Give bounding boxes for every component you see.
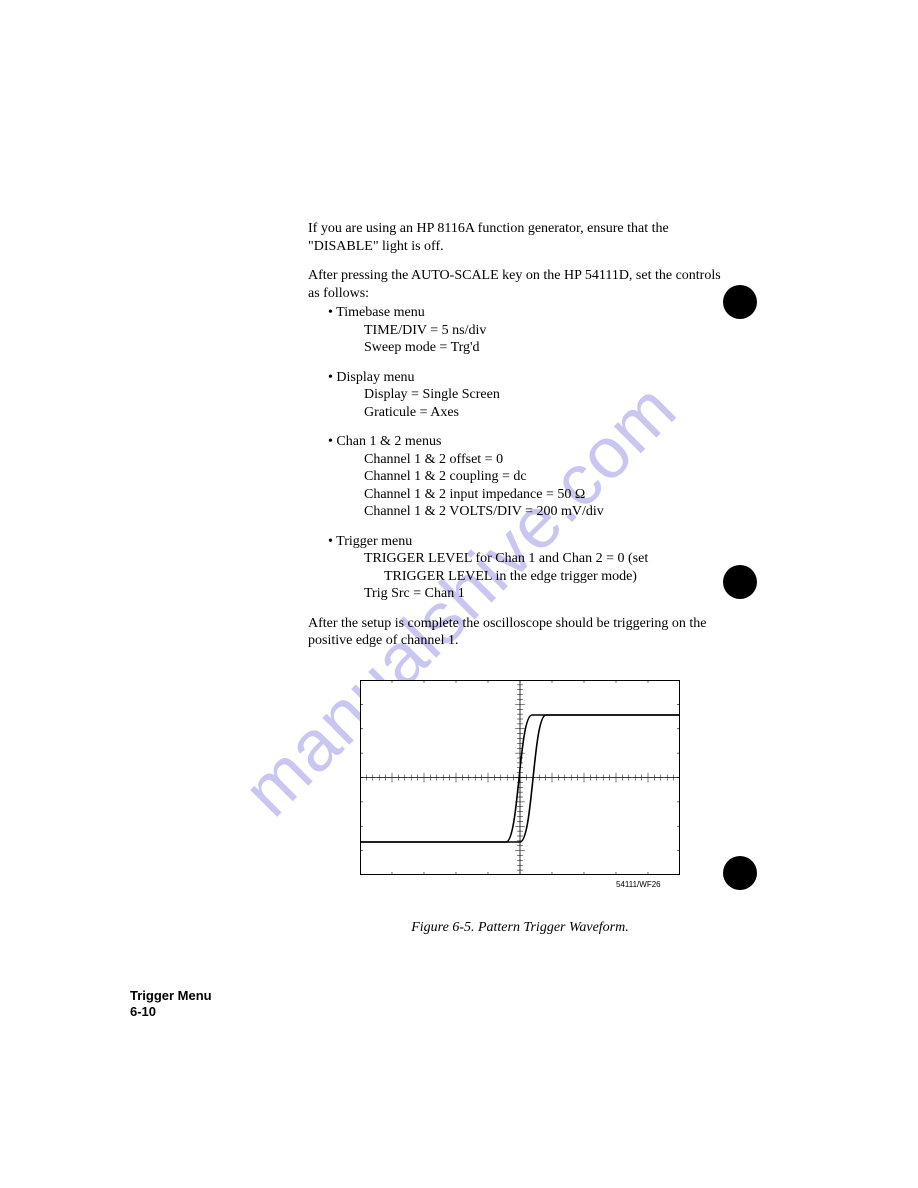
bullet-group: Display menuDisplay = Single ScreenGrati… [308, 369, 728, 422]
punch-hole-icon [723, 565, 757, 599]
punch-hole-icon [723, 856, 757, 890]
bullet-heading: Chan 1 & 2 menus [328, 433, 728, 451]
bullet-sub-line: Channel 1 & 2 coupling = dc [364, 468, 728, 486]
bullet-sub-line: Channel 1 & 2 VOLTS/DIV = 200 mV/div [364, 503, 728, 521]
figure-caption: Figure 6-5. Pattern Trigger Waveform. [360, 920, 680, 936]
bullet-group: Chan 1 & 2 menusChannel 1 & 2 offset = 0… [308, 433, 728, 521]
bullet-heading: Timebase menu [328, 304, 728, 322]
page-footer: Trigger Menu 6-10 [130, 988, 212, 1019]
bullet-group: Trigger menuTRIGGER LEVEL for Chan 1 and… [308, 533, 728, 603]
bullet-sub-line: Trig Src = Chan 1 [364, 585, 728, 603]
bullet-sub-line: Graticule = Axes [364, 404, 728, 422]
intro-paragraph-2: After pressing the AUTO-SCALE key on the… [308, 267, 728, 302]
bullet-sub-line: Display = Single Screen [364, 386, 728, 404]
bullet-sub-line: TIME/DIV = 5 ns/div [364, 322, 728, 340]
bullet-sub-line: TRIGGER LEVEL in the edge trigger mode) [384, 568, 728, 586]
bullet-sub-line: Channel 1 & 2 offset = 0 [364, 451, 728, 469]
punch-hole-icon [723, 285, 757, 319]
bullet-group: Timebase menuTIME/DIV = 5 ns/divSweep mo… [308, 304, 728, 357]
bullet-sub-line: Channel 1 & 2 input impedance = 50 Ω [364, 486, 728, 504]
closing-paragraph: After the setup is complete the oscillos… [308, 615, 728, 650]
bullet-sub-line: TRIGGER LEVEL for Chan 1 and Chan 2 = 0 … [364, 550, 728, 568]
bullet-sub-line: Sweep mode = Trg'd [364, 339, 728, 357]
figure-code: 54111/WF26 [616, 880, 661, 889]
bullet-heading: Trigger menu [328, 533, 728, 551]
body-text-column: If you are using an HP 8116A function ge… [308, 220, 728, 662]
footer-title: Trigger Menu [130, 988, 212, 1004]
intro-paragraph-1: If you are using an HP 8116A function ge… [308, 220, 728, 255]
oscilloscope-waveform-figure [360, 680, 680, 875]
bullet-heading: Display menu [328, 369, 728, 387]
footer-page-number: 6-10 [130, 1004, 212, 1020]
